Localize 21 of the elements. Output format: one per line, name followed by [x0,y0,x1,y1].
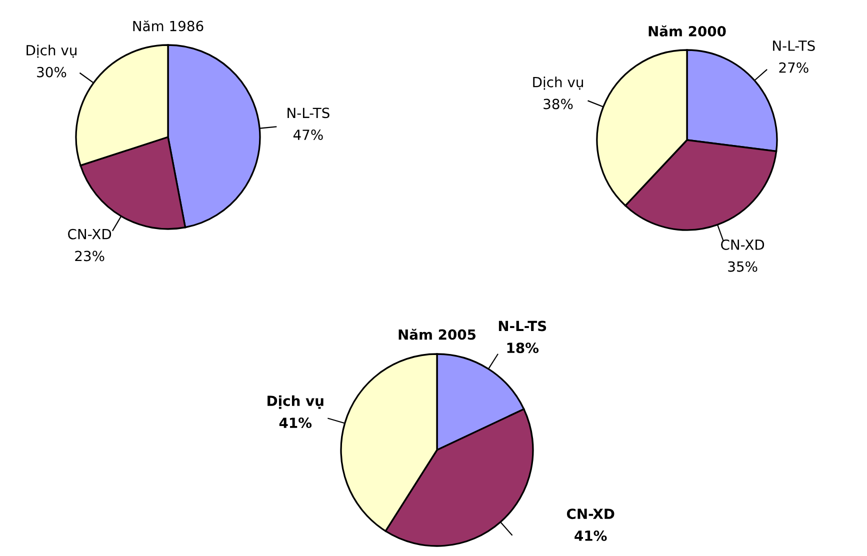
data-label: 35% [728,261,758,272]
slice-label: Dịch vụ [26,44,76,58]
slice-label: Dịch vụ [533,76,583,90]
slice-label: Dịch vụ [268,395,324,409]
data-label: 47% [293,130,323,140]
data-label: 41% [279,418,312,428]
slice-label: N-L-TS [498,320,546,332]
slice-label: CN-XD [68,228,112,240]
data-label: 38% [544,98,573,110]
data-label: 41% [574,530,607,541]
slice-label: N-L-TS [288,108,330,118]
data-label: 27% [779,62,808,73]
slice-label: CN-XD [721,239,764,250]
slice-label: CN-XD [566,508,614,520]
data-label: 18% [507,342,539,354]
chart-title: Năm 2005 [398,328,476,340]
slice-label: N-L-TS [773,40,815,51]
data-label: 30% [37,66,66,78]
chart-title: Năm 1986 [133,20,204,32]
chart-title: Năm 2000 [648,25,726,37]
data-label: 23% [75,250,104,262]
